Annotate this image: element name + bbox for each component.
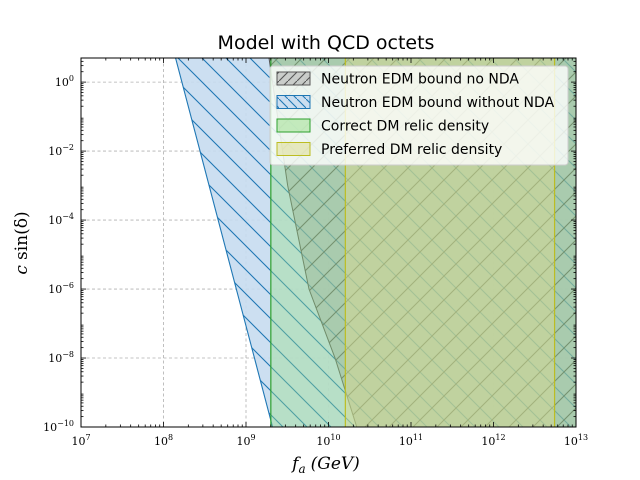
x-tick-mantissa: 10: [316, 435, 330, 448]
x-tick-labels: 107 108 109 1010 1011 1012 1013: [71, 433, 588, 448]
y-tick-exponent: −2: [62, 143, 74, 152]
legend-label: Preferred DM relic density: [321, 142, 502, 158]
x-tick-label: 108: [154, 433, 173, 448]
y-tick-label: 10−8: [48, 350, 74, 365]
y-tick-mantissa: 10: [55, 76, 69, 89]
y-axis-label-func: sin(δ): [12, 211, 32, 260]
legend-item: Neutron EDM bound no NDA: [276, 71, 519, 88]
y-tick-mantissa: 10: [48, 214, 62, 227]
legend-label: Correct DM relic density: [321, 119, 489, 135]
x-tick-label: 1013: [564, 433, 588, 448]
x-tick-label: 107: [71, 433, 90, 448]
region-edm-without-nda-edge: [175, 58, 274, 427]
y-tick-mantissa: 10: [48, 352, 62, 365]
legend-label: Neutron EDM bound no NDA: [321, 72, 519, 88]
x-tick-mantissa: 10: [399, 435, 413, 448]
legend-swatch-hatch: [277, 72, 310, 85]
legend-swatch: [276, 118, 311, 133]
ticks: [80, 58, 577, 428]
x-tick-label: 1010: [316, 433, 340, 448]
x-tick-exponent: 8: [168, 433, 173, 442]
x-tick-mantissa: 10: [154, 435, 168, 448]
chart-title: Model with QCD octets: [218, 32, 435, 54]
y-tick-mantissa: 10: [43, 421, 57, 434]
y-tick-exponent: −6: [62, 281, 74, 290]
legend-frame: [269, 65, 569, 166]
x-tick-mantissa: 10: [481, 435, 495, 448]
x-tick-label: 109: [236, 433, 255, 448]
y-axis-label: c sin(δ): [12, 211, 32, 274]
legend-swatch: [276, 142, 311, 156]
y-tick-label: 10−2: [48, 143, 74, 158]
x-axis-label-sub: a: [298, 462, 305, 476]
legend-item: Correct DM relic density: [276, 118, 489, 135]
x-tick-label: 1011: [399, 433, 423, 448]
x-tick-exponent: 13: [578, 433, 588, 442]
x-tick-exponent: 7: [85, 433, 90, 442]
x-tick-exponent: 12: [495, 433, 505, 442]
y-tick-label: 10−6: [48, 281, 74, 296]
x-tick-exponent: 10: [330, 433, 340, 442]
y-tick-label: 10−10: [43, 419, 74, 434]
y-tick-exponent: 0: [69, 74, 74, 83]
x-tick-exponent: 11: [413, 433, 423, 442]
x-tick-exponent: 9: [250, 433, 255, 442]
x-tick-mantissa: 10: [564, 435, 578, 448]
x-axis-label-main: f: [290, 454, 301, 474]
legend: Neutron EDM bound no NDA Neutron EDM boun…: [269, 65, 569, 166]
y-tick-label: 100: [55, 74, 74, 89]
legend-label: Neutron EDM bound without NDA: [321, 95, 555, 111]
y-axis-label-main: c: [12, 265, 32, 275]
y-tick-exponent: −10: [57, 419, 74, 428]
y-tick-exponent: −8: [62, 350, 74, 359]
y-tick-mantissa: 10: [48, 145, 62, 158]
y-tick-mantissa: 10: [48, 283, 62, 296]
x-tick-mantissa: 10: [71, 435, 85, 448]
x-tick-label: 1012: [481, 433, 505, 448]
x-tick-mantissa: 10: [236, 435, 250, 448]
legend-item: Preferred DM relic density: [276, 142, 502, 158]
x-axis-label-unit: (GeV): [311, 454, 360, 474]
y-tick-label: 10−4: [48, 212, 74, 227]
x-axis-label: fa (GeV): [290, 454, 360, 476]
legend-item: Neutron EDM bound without NDA: [276, 95, 555, 111]
y-tick-exponent: −4: [62, 212, 74, 221]
legend-swatch-hatch: [277, 95, 310, 109]
